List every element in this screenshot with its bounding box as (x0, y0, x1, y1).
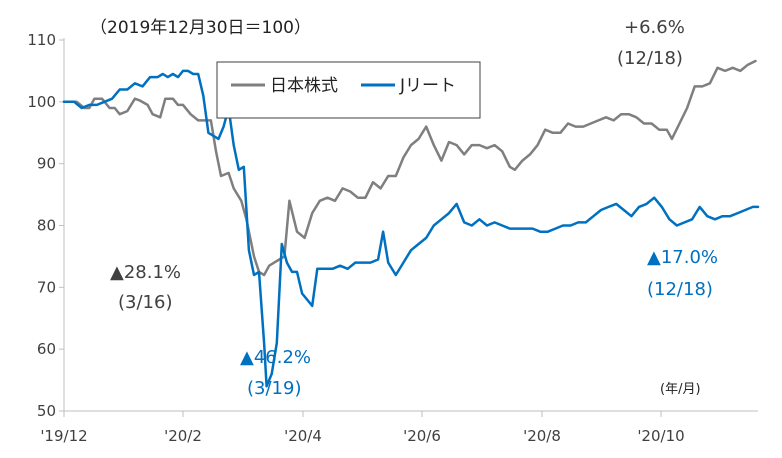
annotation-nikkei-now-pct: +6.6% (624, 17, 685, 38)
annotation-nikkei-drop-date: (3/16) (118, 292, 172, 313)
index-note: （2019年12月30日＝100） (90, 18, 311, 38)
x-tick-label: '20/4 (284, 427, 322, 445)
axis-unit-label: (年/月) (660, 382, 701, 397)
x-tick-label: '20/2 (164, 427, 202, 445)
series-line-jreit (62, 69, 760, 388)
x-tick-label: '20/6 (403, 427, 441, 445)
annotation-jreit-drop-date: (3/19) (247, 378, 301, 399)
annotation-nikkei-drop-pct: ▲28.1% (110, 262, 181, 283)
y-tick-label: 70 (37, 278, 56, 296)
legend-label-nikkei: 日本株式 (270, 76, 338, 96)
tick-labels: 50 60 70 80 90 100 110 '19/12 '20/2 '20/4 '20/6 '20… (27, 31, 684, 445)
annotation-jreit-now-pct: ▲17.0% (647, 247, 718, 268)
y-tick-label: 50 (37, 402, 56, 420)
axes (59, 38, 758, 417)
legend-label-jreit: Jリート (399, 76, 456, 96)
y-tick-label: 90 (37, 155, 56, 173)
annotation-jreit-drop-pct: ▲46.2% (240, 347, 311, 368)
series-line-nikkei (62, 59, 757, 277)
x-tick-label: '19/12 (40, 427, 87, 445)
y-tick-label: 100 (27, 93, 56, 111)
series-lines (62, 59, 760, 388)
x-tick-label: '20/10 (637, 427, 684, 445)
x-tick-label: '20/8 (523, 427, 561, 445)
legend: 日本株式 Jリート (216, 61, 481, 119)
y-tick-label: 110 (27, 31, 56, 49)
annotation-nikkei-now-date: (12/18) (617, 48, 683, 69)
y-tick-label: 80 (37, 217, 56, 235)
annotation-jreit-now-date: (12/18) (647, 279, 713, 300)
y-tick-label: 60 (37, 340, 56, 358)
legend-box (216, 61, 481, 119)
